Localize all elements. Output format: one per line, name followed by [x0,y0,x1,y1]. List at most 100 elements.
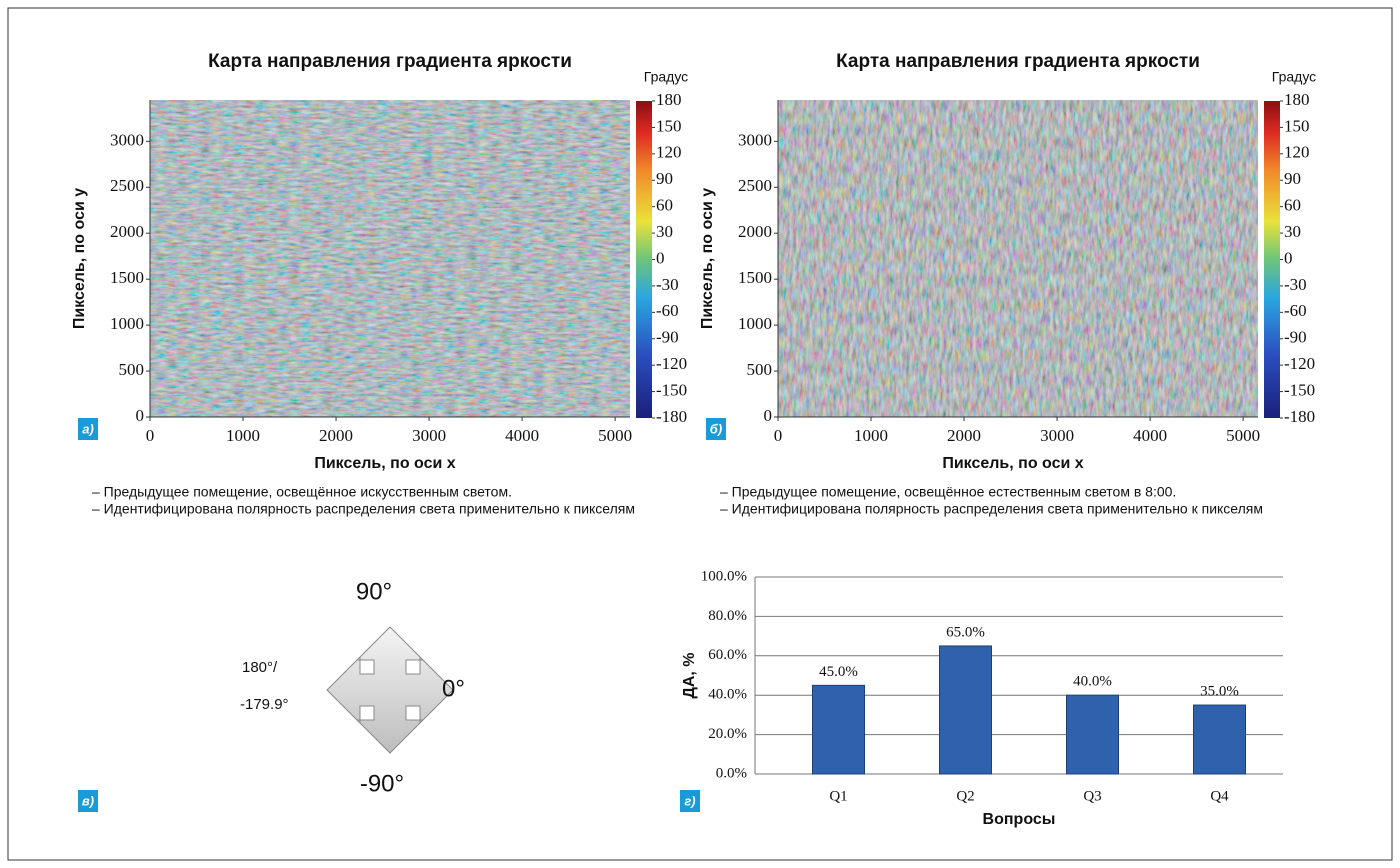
panel-label: а) [82,421,94,436]
x-tick-label: Q3 [1083,788,1101,804]
colorbar-tick-label: 90 [656,169,673,188]
colorbar-label: Градус [1272,69,1316,85]
x-tick-label: 2000 [947,426,981,445]
colorbar-tick-label: -120 [656,354,687,373]
label-up: 90° [356,578,392,605]
colorbar-tick-label: -60 [656,301,679,320]
colorbar-tick-label: 120 [656,143,682,162]
colorbar-tick-label: 180 [656,90,682,109]
x-tick-label: Q1 [829,788,847,804]
x-axis-label: Вопросы [983,811,1056,828]
y-tick-label: 2000 [110,222,144,241]
colorbar-tick-label: 90 [1284,169,1301,188]
colorbar-tick-label: 60 [1284,196,1301,215]
caption-line: – Предыдущее помещение, освещённое естес… [720,484,1176,500]
colorbar-tick-label: 0 [656,248,665,267]
colorbar-tick-label: -30 [656,275,679,294]
panel-label: б) [710,421,722,436]
x-tick-label: 1000 [226,426,260,445]
x-tick-label: 4000 [1133,426,1167,445]
panel-label: в) [82,793,94,808]
value-label: 35.0% [1200,683,1239,699]
x-axis-label: Пиксель, по оси x [314,455,455,472]
colorbar-tick-label: -150 [656,380,687,399]
colorbar-tick-label: 150 [656,116,682,135]
y-tick-label: 2000 [738,222,772,241]
y-tick-label: 20.0% [708,726,747,742]
value-label: 40.0% [1073,674,1112,690]
bar [1067,695,1119,774]
figure: 90° 0° -90° 180°/ -179.9° в) Карта напра… [0,0,1400,868]
chart-title: Карта направления градиента яркости [836,51,1200,72]
colorbar-tick-label: 30 [656,222,673,241]
label-down: -90° [360,770,404,797]
x-tick-label: Q2 [956,788,974,804]
y-tick-label: 2500 [738,176,772,195]
y-tick-label: 0 [136,406,145,425]
colorbar-tick-label: -60 [1284,301,1307,320]
colorbar-tick-label: -180 [656,407,687,426]
value-label: 65.0% [946,624,985,640]
y-tick-label: 500 [119,360,145,379]
y-tick-label: 60.0% [708,647,747,663]
colorbar-tick-label: -120 [1284,354,1315,373]
caption-line: – Идентифицирована полярность распределе… [720,501,1263,517]
x-tick-label: 3000 [1040,426,1074,445]
colorbar-tick-label: -150 [1284,380,1315,399]
colorbar-tick-label: 180 [1284,90,1310,109]
value-label: 45.0% [819,664,858,680]
direction-arrows [327,627,453,753]
x-tick-label: 2000 [319,426,353,445]
y-axis-label: Пиксель, по оси y [699,188,716,329]
colorbar-tick-label: 60 [656,196,673,215]
colorbar-tick-label: 120 [1284,143,1310,162]
x-tick-label: 5000 [598,426,632,445]
x-axis-label: Пиксель, по оси x [942,455,1083,472]
colorbar-tick-label: -90 [656,328,679,347]
label-left: 180°/ [242,659,278,676]
image-shade [778,100,1258,417]
colorbar-tick-label: -180 [1284,407,1315,426]
x-tick-label: Q4 [1210,788,1229,804]
x-tick-label: 5000 [1226,426,1260,445]
y-tick-label: 0.0% [716,765,747,781]
y-tick-label: 100.0% [701,568,747,584]
y-tick-label: 3000 [110,130,144,149]
y-tick-label: 1500 [110,268,144,287]
x-tick-label: 0 [774,426,783,445]
y-tick-label: 1500 [738,268,772,287]
x-tick-label: 4000 [505,426,539,445]
x-tick-label: 0 [146,426,155,445]
bar [1194,705,1246,774]
chart-title: Карта направления градиента яркости [208,51,572,72]
colorbar-tick-label: 150 [1284,116,1310,135]
y-axis-label: ДА, % [681,652,698,698]
bar [813,685,865,774]
label-left: -179.9° [240,696,289,713]
image-shade [150,100,630,417]
caption-line: – Идентифицирована полярность распределе… [92,501,635,517]
y-tick-label: 0 [764,406,773,425]
y-tick-label: 1000 [110,314,144,333]
colorbar-tick-label: 0 [1284,248,1293,267]
colorbar [1264,101,1280,418]
x-tick-label: 3000 [412,426,446,445]
bar [940,646,992,774]
y-tick-label: 80.0% [708,608,747,624]
y-tick-label: 3000 [738,130,772,149]
x-tick-label: 1000 [854,426,888,445]
y-tick-label: 40.0% [708,687,747,703]
y-tick-label: 2500 [110,176,144,195]
y-axis-label: Пиксель, по оси y [71,188,88,329]
caption-line: – Предыдущее помещение, освещённое искус… [92,484,512,500]
y-tick-label: 500 [747,360,773,379]
panel-label: г) [684,793,695,808]
label-right: 0° [442,675,465,702]
direction-diagram: 90° 0° -90° 180°/ -179.9° в) [78,578,465,812]
colorbar-label: Градус [644,69,688,85]
colorbar-tick-label: -90 [1284,328,1307,347]
colorbar [636,101,652,418]
colorbar-tick-label: -30 [1284,275,1307,294]
y-tick-label: 1000 [738,314,772,333]
colorbar-tick-label: 30 [1284,222,1301,241]
